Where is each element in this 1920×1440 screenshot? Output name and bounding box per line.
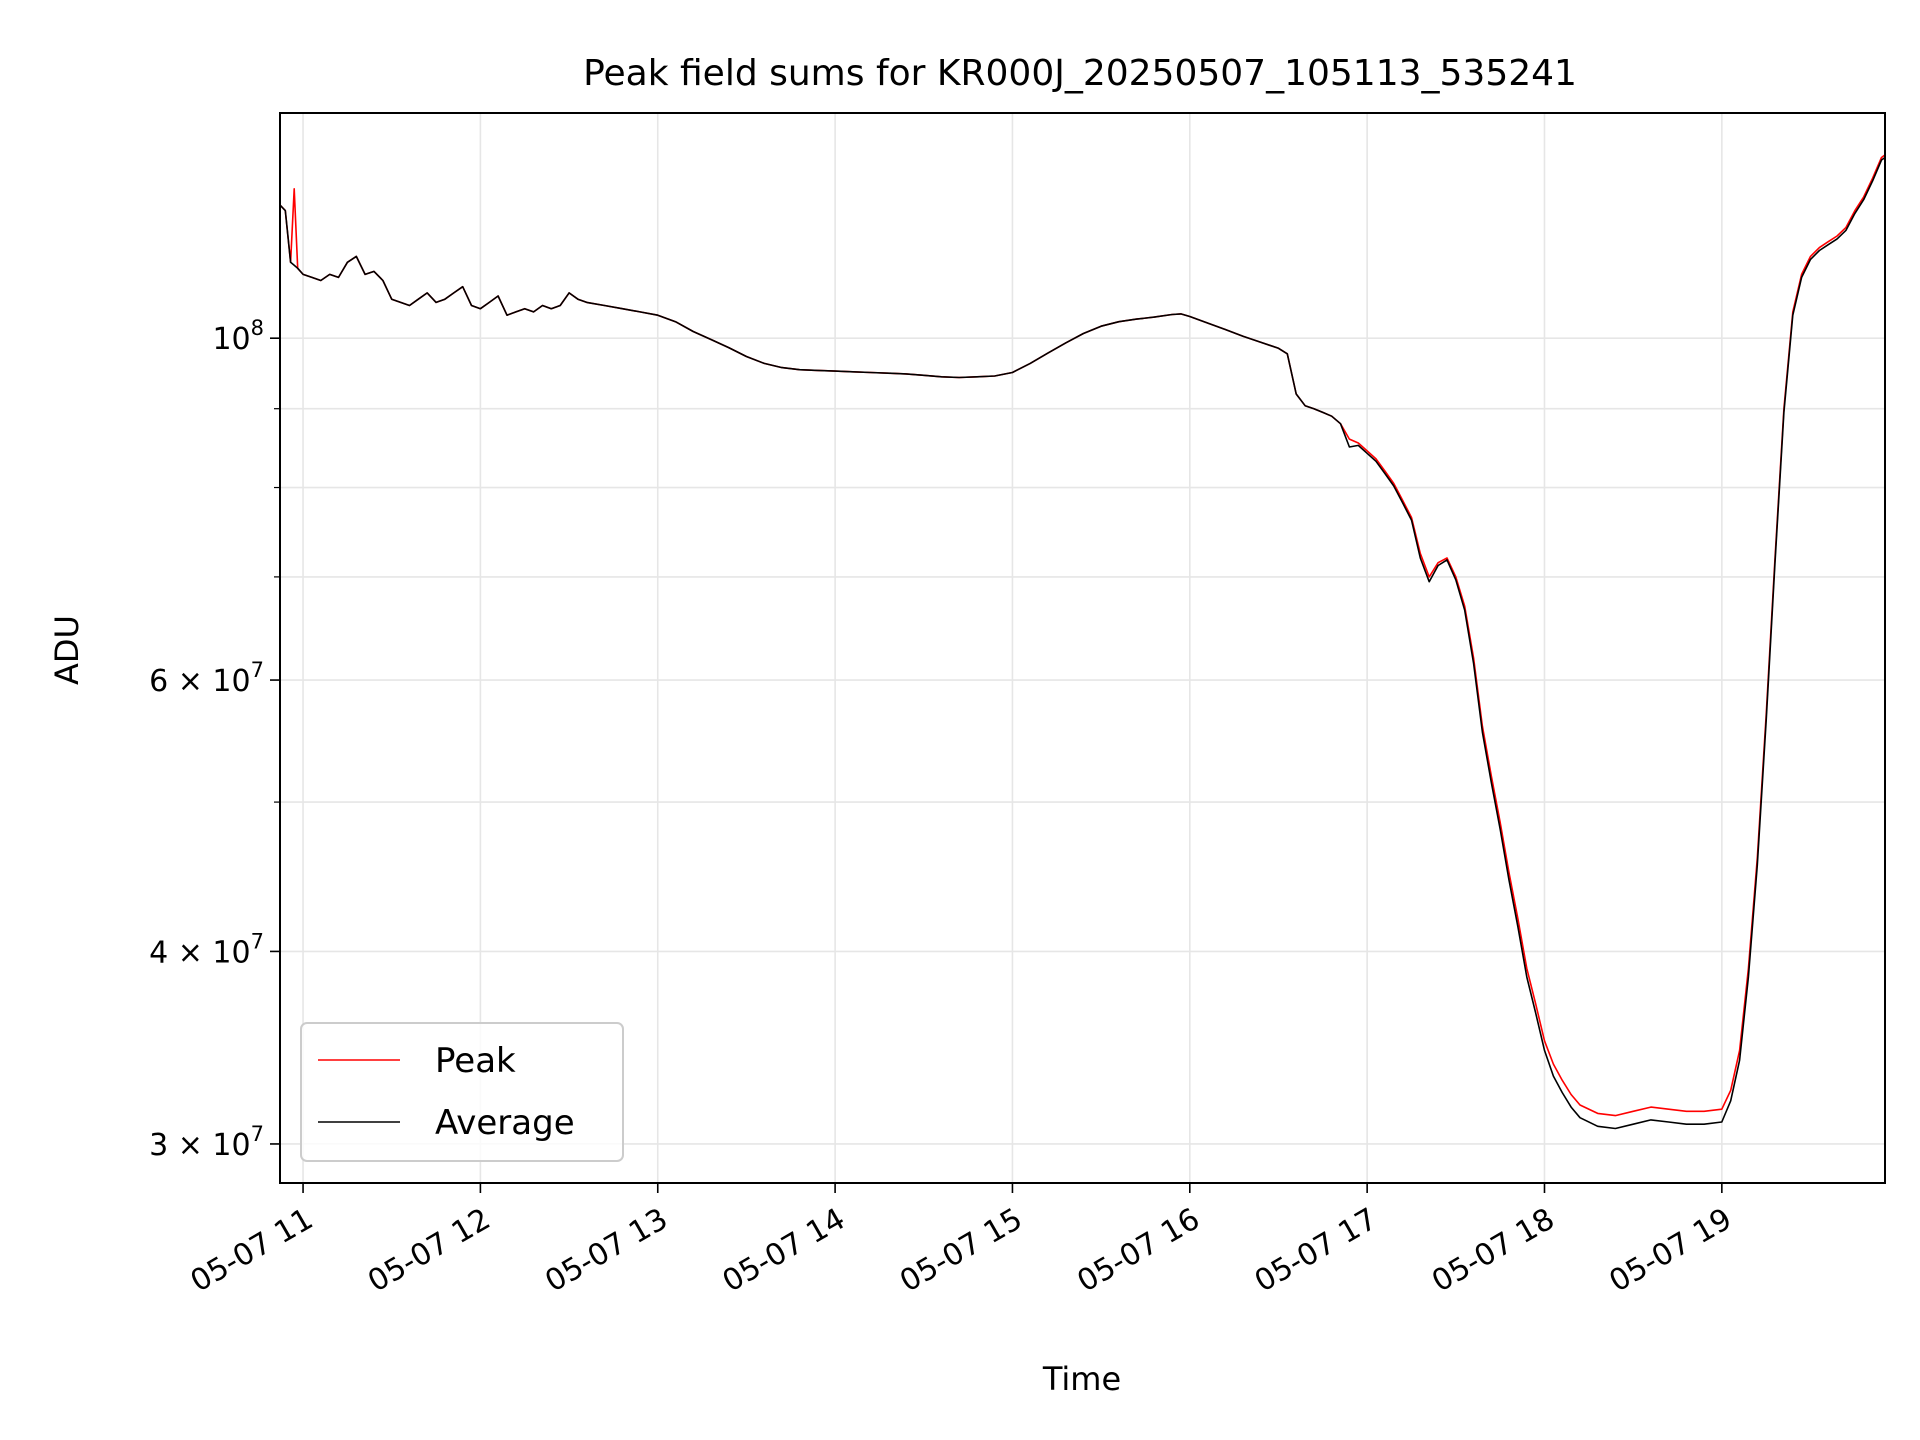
y-tick-label: 3 × 107 [149,1122,264,1163]
legend-label-peak: Peak [435,1041,516,1081]
legend-box [300,1022,624,1162]
plot-frame [279,112,1886,1184]
series-layer [280,154,1885,1130]
y-tick-label: 6 × 107 [149,658,264,699]
y-axis-label: ADU [48,615,86,685]
chart-title: Peak field sums for KR000J_20250507_1051… [583,53,1577,94]
y-tick-label: 4 × 107 [149,929,264,970]
x-axis-label: Time [1042,1360,1121,1398]
grid [280,113,1885,1183]
legend: Peak Average [300,1022,624,1162]
y-tick-label: 108 [212,316,264,357]
series-line-average [280,156,1885,1130]
legend-label-average: Average [435,1103,575,1143]
